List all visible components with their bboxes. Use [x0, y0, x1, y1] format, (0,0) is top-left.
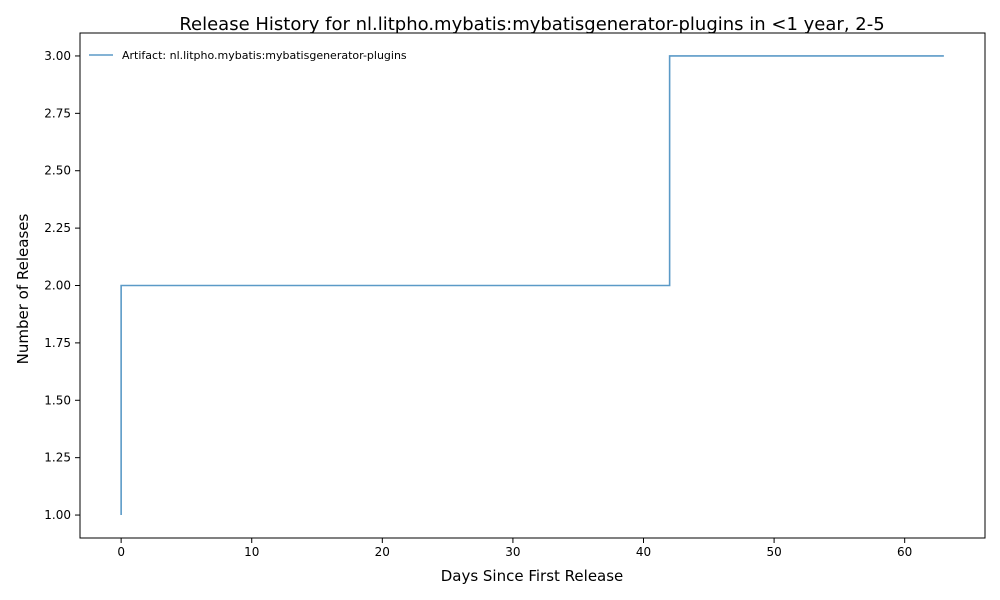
- y-tick-label: 2.25: [44, 221, 71, 235]
- y-tick-label: 2.00: [44, 279, 71, 293]
- y-tick-label: 1.25: [44, 451, 71, 465]
- x-tick-label: 10: [244, 545, 259, 559]
- x-tick-label: 0: [117, 545, 125, 559]
- x-axis-label: Days Since First Release: [441, 567, 624, 585]
- y-tick-label: 2.75: [44, 106, 71, 120]
- x-tick-label: 60: [897, 545, 912, 559]
- legend-entry: Artifact: nl.litpho.mybatis:mybatisgener…: [122, 49, 407, 62]
- x-tick-label: 20: [375, 545, 390, 559]
- x-axis: 0 10 20 30 40 50 60: [117, 538, 912, 559]
- y-tick-label: 1.50: [44, 393, 71, 407]
- chart-title: Release History for nl.litpho.mybatis:my…: [179, 14, 884, 35]
- x-tick-label: 40: [636, 545, 651, 559]
- y-tick-label: 1.75: [44, 336, 71, 350]
- y-tick-label: 2.50: [44, 164, 71, 178]
- series-line: [120, 55, 944, 516]
- y-axis: 1.00 1.25 1.50 1.75 2.00 2.25 2.50 2.75 3.00: [44, 49, 80, 522]
- x-tick-label: 50: [766, 545, 781, 559]
- y-axis-label: Number of Releases: [14, 213, 32, 364]
- y-tick-label: 1.00: [44, 508, 71, 522]
- legend: Artifact: nl.litpho.mybatis:mybatisgener…: [89, 49, 407, 62]
- x-tick-label: 30: [505, 545, 520, 559]
- y-tick-label: 3.00: [44, 49, 71, 63]
